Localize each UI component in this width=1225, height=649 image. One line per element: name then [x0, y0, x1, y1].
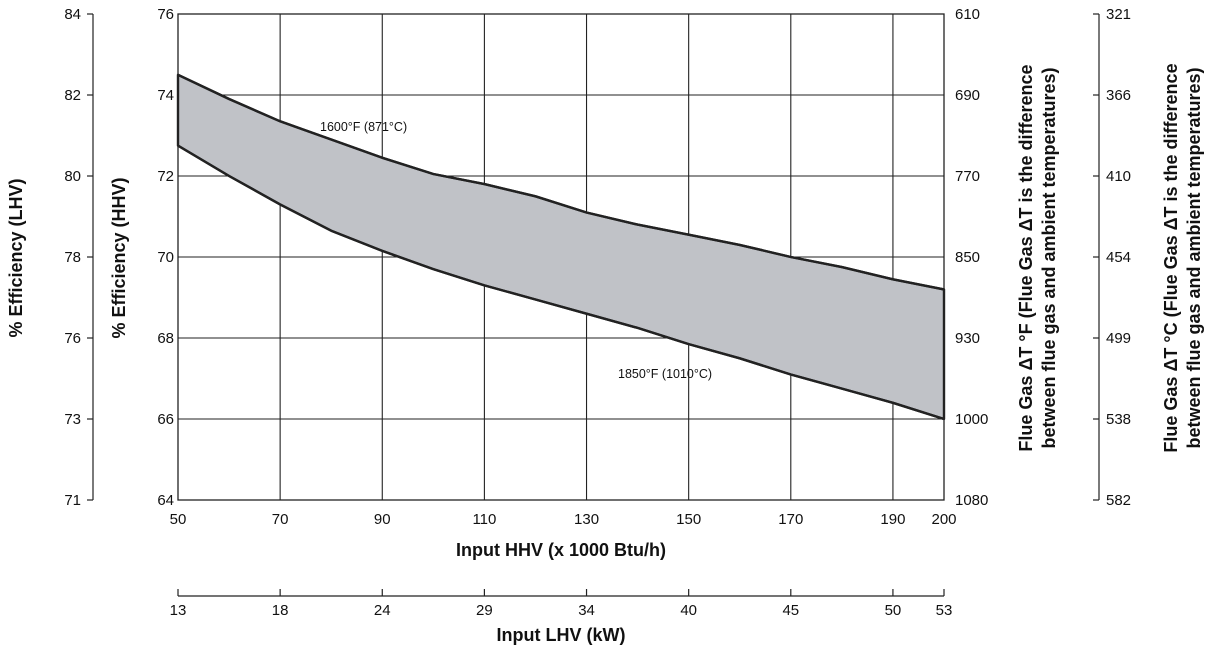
xtick-hhv-200: 200 — [931, 511, 956, 528]
xtick-lhv-13: 13 — [170, 602, 187, 619]
y-axis-lhv-label: % Efficiency (LHV) — [6, 178, 26, 337]
xtick-lhv-29: 29 — [476, 602, 493, 619]
ytick-flue-f-770: 770 — [955, 168, 980, 185]
ytick-lhv-80: 80 — [64, 168, 81, 185]
ytick-flue-f-1080: 1080 — [955, 492, 988, 509]
xtick-hhv-110: 110 — [472, 511, 496, 528]
ytick-lhv-82: 82 — [64, 87, 81, 104]
flue-c-label-line2: between flue gas and ambient temperature… — [1184, 67, 1204, 448]
ytick-flue-f-930: 930 — [955, 330, 980, 347]
plot-frame — [177, 13, 945, 501]
flue-c-label-line1: Flue Gas ΔT °C (Flue Gas ΔT is the diffe… — [1161, 63, 1181, 452]
ytick-lhv-71: 71 — [64, 492, 81, 509]
tick-labels: 64 66 68 70 72 74 76 71 73 76 78 80 82 84 610 690 770 850… — [64, 6, 1131, 619]
xtick-hhv-90: 90 — [374, 511, 391, 528]
flue-f-label-line1: Flue Gas ΔT °F (Flue Gas ΔT is the diffe… — [1016, 64, 1036, 451]
series-line-1850f — [177, 144, 945, 421]
ytick-flue-c-538: 538 — [1106, 411, 1131, 428]
ytick-flue-f-1000: 1000 — [955, 411, 988, 428]
xtick-lhv-24: 24 — [374, 602, 391, 619]
xtick-hhv-170: 170 — [778, 511, 803, 528]
ytick-flue-c-366: 366 — [1106, 87, 1131, 104]
xtick-hhv-190: 190 — [880, 511, 905, 528]
ytick-hhv-70: 70 — [157, 249, 174, 266]
xtick-hhv-50: 50 — [170, 511, 187, 528]
x-axis-hhv-label: Input HHV (x 1000 Btu/h) — [456, 540, 666, 560]
xtick-hhv-70: 70 — [272, 511, 289, 528]
ytick-flue-c-410: 410 — [1106, 168, 1131, 185]
flue-f-label-line2: between flue gas and ambient temperature… — [1039, 67, 1059, 448]
xtick-lhv-40: 40 — [680, 602, 697, 619]
series-line-1600f — [177, 73, 945, 291]
ytick-flue-c-582: 582 — [1106, 492, 1131, 509]
xtick-hhv-150: 150 — [676, 511, 701, 528]
ytick-flue-f-850: 850 — [955, 249, 980, 266]
ytick-lhv-78: 78 — [64, 249, 81, 266]
xtick-lhv-50: 50 — [885, 602, 902, 619]
ytick-lhv-73: 73 — [64, 411, 81, 428]
ytick-hhv-76: 76 — [157, 6, 174, 23]
xtick-hhv-130: 130 — [574, 511, 599, 528]
ytick-hhv-74: 74 — [157, 87, 174, 104]
ytick-flue-c-321: 321 — [1106, 6, 1131, 23]
ytick-hhv-72: 72 — [157, 168, 174, 185]
ytick-lhv-76: 76 — [64, 330, 81, 347]
xtick-lhv-18: 18 — [272, 602, 289, 619]
ytick-flue-f-690: 690 — [955, 87, 980, 104]
xtick-lhv-34: 34 — [578, 602, 595, 619]
ytick-flue-c-499: 499 — [1106, 330, 1131, 347]
ytick-lhv-84: 84 — [64, 6, 81, 23]
ytick-flue-c-454: 454 — [1106, 249, 1131, 266]
ytick-hhv-66: 66 — [157, 411, 174, 428]
y-axis-hhv-label: % Efficiency (HHV) — [109, 177, 129, 338]
xtick-lhv-45: 45 — [782, 602, 799, 619]
xtick-lhv-53: 53 — [936, 602, 953, 619]
ytick-hhv-68: 68 — [157, 330, 174, 347]
annotation-1600f: 1600°F (871°C) — [320, 120, 407, 134]
annotation-1850f: 1850°F (1010°C) — [618, 367, 712, 381]
ytick-flue-f-610: 610 — [955, 6, 980, 23]
x-axis-lhv-label: Input LHV (kW) — [497, 625, 626, 645]
ytick-hhv-64: 64 — [157, 492, 174, 509]
